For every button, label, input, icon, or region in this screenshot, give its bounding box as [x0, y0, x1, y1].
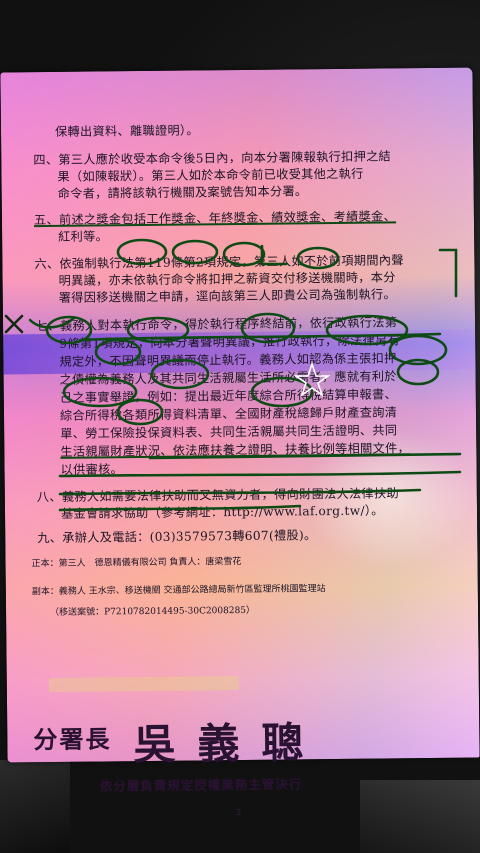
doc-line: 9條第1項規定，向本分署聲明異議，推行政執行，除法律另有	[59, 333, 401, 351]
doc-line: 命令者，請將該執行機關及案號告知本分署。	[57, 184, 308, 201]
doc-line: 單、勞工保險投保資料表、共同生活親屬共同生活證明、共同	[60, 423, 398, 441]
signature-name: 吳義聰	[133, 718, 326, 770]
page-number: 2	[236, 808, 242, 818]
delegation-note: 依分層負責規定授權業務主管決行	[99, 776, 303, 794]
recipient-original: 正本：第三人 德恩精儀有限公司 負責人：唐梁雪花	[31, 556, 242, 570]
doc-line: 綜合所得稅各類所得資料清單、全國財產稅總歸戶財產查詢清	[59, 405, 398, 423]
document-page: 保轉出資料、離職證明）。 四、第三人應於收受本命令後5日內，向本分署陳報執行扣押…	[0, 67, 480, 817]
doc-line: 之債權為義務人及其共同生活親屬生活所必需者，應就有利於	[59, 369, 397, 387]
doc-line: 保轉出資料、離職證明）。	[54, 123, 199, 139]
doc-line: 署得因移送機關之申請，逕向該第三人即貴公司為強制執行。	[58, 287, 396, 305]
case-number: （移送案號：P7210782014495-30C2008285）	[50, 605, 256, 618]
doc-line: 五、前述之獎金包括工作獎金、年終獎金、績效獎金、考績獎金、	[33, 209, 397, 228]
doc-line: 基金會請求協助（參考網址：http://www.laf.org.tw/）。	[60, 503, 384, 521]
signature-title: 分署長	[33, 724, 112, 755]
recipient-copy: 副本：義務人 王水宗、移送機關 交通部公路總局新竹區監理所桃園監理站	[31, 584, 326, 598]
doc-line: 以供審核。	[60, 462, 124, 477]
doc-line: 規定外，不因聲明異議而停止執行。義務人如認為係主張扣押	[59, 351, 397, 369]
background-object-left	[0, 760, 70, 853]
background-object-right	[360, 780, 480, 853]
doc-line: 果（如陳報狀）。第三人如於本命令前已收受其他之執行	[57, 166, 364, 184]
case-number-highlight	[48, 676, 239, 693]
doc-line: 紅利等。	[58, 229, 109, 244]
doc-line: 九、承辦人及電話：(03)3579573轉607(禮股)。	[37, 528, 317, 546]
doc-line: 己之事實舉證，例如：提出最近年度綜合所得稅結算申報書、	[59, 387, 398, 405]
